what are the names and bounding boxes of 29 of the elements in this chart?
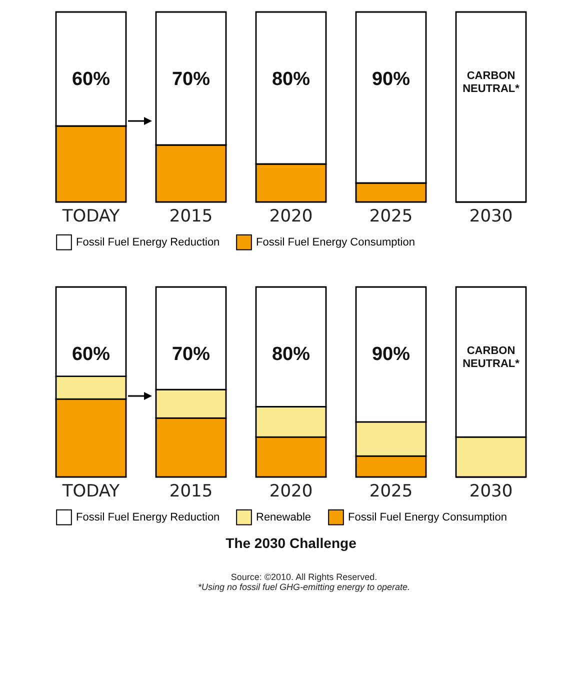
x-tick-label: 2020: [269, 206, 313, 226]
x-tick-label: 2025: [369, 482, 413, 502]
annotation: 90%: [372, 344, 410, 365]
annotation: CARBON NEUTRAL*: [462, 345, 520, 370]
x-tick-label: 2015: [169, 206, 213, 226]
x-tick-label: 2015: [169, 482, 213, 502]
data-label: 80%: [272, 69, 310, 90]
x-tick-label: TODAY: [61, 206, 120, 226]
x-tick-label: 2020: [269, 482, 313, 502]
x-tick-label: 2030: [469, 482, 513, 502]
legend-label: Fossil Fuel Energy Reduction: [76, 511, 220, 524]
data-label: 60%: [72, 69, 110, 90]
legend-label: Renewable: [256, 511, 312, 524]
text: *Using no fossil fuel GHG-emitting energy to operate.: [196, 582, 412, 592]
data-label: CARBON NEUTRAL*: [462, 70, 520, 95]
text: The 2030 Challenge: [226, 535, 357, 551]
bar: [455, 11, 527, 203]
data-label: 70%: [172, 69, 210, 90]
annotation: 80%: [272, 344, 310, 365]
legend-label: Fossil Fuel Energy Reduction: [76, 236, 220, 248]
legend-label: Fossil Fuel Energy Consumption: [256, 236, 415, 248]
data-label: 90%: [372, 69, 410, 90]
source-note: Source: ©2010. All Rights Reserved.: [230, 572, 378, 582]
x-tick-label: 2030: [469, 206, 513, 226]
x-tick-label: TODAY: [61, 482, 120, 502]
legend-label: Fossil Fuel Energy Consumption: [348, 511, 507, 524]
annotation: 70%: [172, 344, 210, 365]
x-tick-label: 2025: [369, 206, 413, 226]
annotation: 60%: [72, 344, 110, 365]
